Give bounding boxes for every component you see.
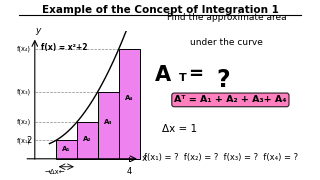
Text: T: T — [179, 73, 186, 83]
Text: A₄: A₄ — [125, 95, 133, 101]
Text: A: A — [155, 65, 171, 85]
Text: f(x₁) = ?  f(x₂) = ?  f(x₃) = ?  f(x₄) = ?: f(x₁) = ? f(x₂) = ? f(x₃) = ? f(x₄) = ? — [144, 153, 299, 162]
Text: ?: ? — [216, 68, 230, 92]
Text: →Δx←: →Δx← — [44, 169, 65, 175]
Text: Find the approximate area: Find the approximate area — [167, 13, 287, 22]
Text: A₁: A₁ — [62, 146, 70, 152]
Text: Aᵀ = A₁ + A₂ + A₃+ A₄: Aᵀ = A₁ + A₂ + A₃+ A₄ — [174, 95, 287, 104]
Text: x: x — [142, 154, 147, 163]
Text: A₂: A₂ — [83, 136, 92, 142]
Text: under the curve: under the curve — [190, 38, 263, 47]
Text: y: y — [35, 26, 41, 35]
Text: Δx = 1: Δx = 1 — [162, 124, 197, 134]
Text: 4: 4 — [127, 167, 132, 176]
Bar — [77, 122, 98, 159]
Bar — [98, 92, 119, 159]
Text: f(x₃): f(x₃) — [16, 88, 31, 95]
Text: 2: 2 — [27, 136, 32, 145]
Text: f(x₁): f(x₁) — [17, 137, 31, 144]
Bar — [119, 49, 140, 159]
Text: f(x₂): f(x₂) — [16, 119, 31, 125]
Text: A₃: A₃ — [104, 119, 113, 125]
Text: f(x₄): f(x₄) — [17, 46, 31, 52]
Text: =: = — [189, 65, 211, 83]
Text: Example of the Concept of Integration 1: Example of the Concept of Integration 1 — [42, 5, 278, 15]
Text: f(x) = x²+2: f(x) = x²+2 — [41, 43, 88, 52]
Bar — [56, 140, 77, 159]
